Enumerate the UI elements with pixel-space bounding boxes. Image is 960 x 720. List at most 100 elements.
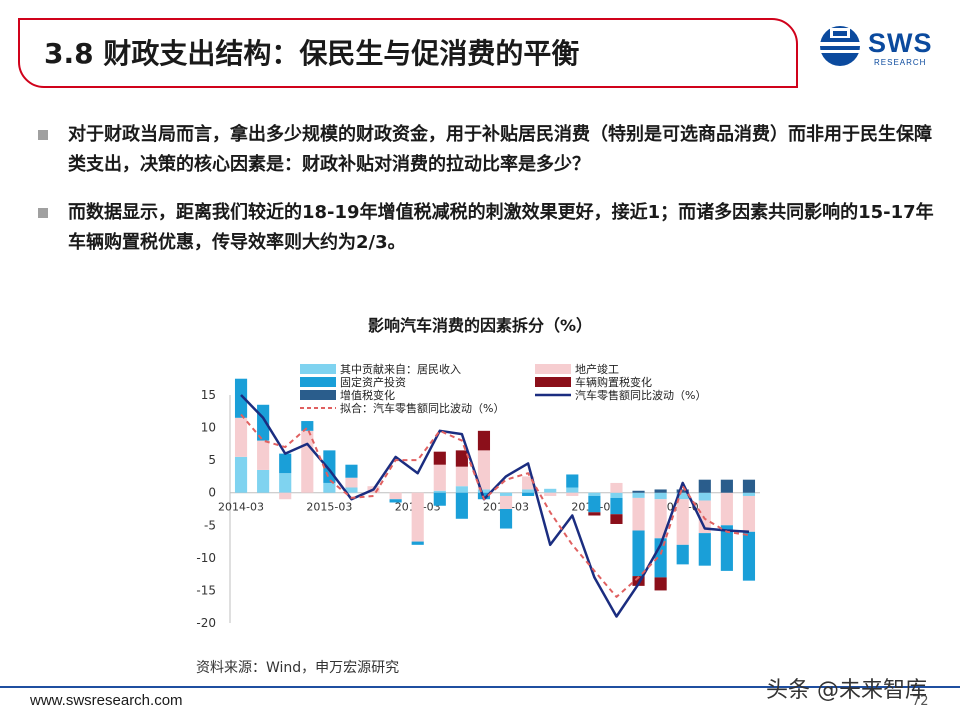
line-retail-sales [240,394,750,618]
footer-divider [0,686,960,688]
logo-subtext: RESEARCH [874,58,927,67]
bar-fixed_asset [455,492,468,519]
y-tick-label: -5 [204,518,216,532]
bar-property [654,499,667,539]
bar-income [279,473,292,493]
bar-property [544,492,557,496]
footer-url: www.swsresearch.com [30,692,183,709]
legend-label-property: 地产竣工 [575,362,619,376]
bar-property [676,499,689,545]
bar-income [610,492,623,498]
bar-property [389,492,402,500]
bar-fixed_asset [301,421,314,431]
chart-bars [234,378,756,591]
bar-income [433,490,446,493]
bar-vat [654,489,667,493]
legend-swatch-vehicle_tax [535,377,571,387]
bar-property [257,440,270,470]
bullet-square-icon [38,130,48,140]
bar-fixed_asset [345,464,358,478]
bar-fixed_asset [676,544,689,565]
bar-income [522,489,535,493]
bar-income [676,492,689,500]
bar-fixed_asset [433,492,446,506]
line-fitted [240,413,750,598]
legend-label-fit: 拟合：汽车零售额同比波动（%） [340,401,504,415]
bullet-1-text: 对于财政当局而言，拿出多少规模的财政资金，用于补贴居民消费（特别是可选商品消费）… [68,124,932,175]
x-tick-label: 2015-03 [306,501,352,514]
chart-title: 影响汽车消费的因素拆分（%） [367,316,593,335]
bar-fixed_asset [698,533,711,566]
bar-fixed_asset [720,525,733,571]
bar-property [345,477,358,488]
chart-lines [240,394,750,618]
y-tick-label: 10 [201,421,216,435]
bar-fixed_asset [499,509,513,529]
slide-title: 3.8 财政支出结构：保民生与促消费的平衡 [44,37,580,70]
legend-label-retail: 汽车零售额同比波动（%） [575,388,706,402]
y-tick-label: 5 [208,453,216,467]
bar-property [499,495,513,509]
bar-vehicle_tax [477,430,491,451]
bar-vehicle_tax [455,450,468,467]
bar-income [477,489,491,493]
legend-label-income: 其中贡献来自：居民收入 [340,362,461,376]
bar-vat [698,479,711,493]
y-tick-label: 0 [208,486,216,500]
bar-fixed_asset [279,453,292,474]
bar-income [234,456,248,493]
bar-property [433,464,446,491]
bar-income [544,488,557,493]
bar-vat [742,479,756,493]
legend-swatch-fixed_asset [300,377,336,387]
bar-vat [676,489,689,493]
bar-fixed_asset [566,474,579,488]
bar-vehicle_tax [610,514,623,524]
legend-label-fixed_asset: 固定资产投资 [340,375,406,389]
bar-vehicle_tax [632,576,645,586]
bar-income [566,487,579,493]
page-number: 72 [912,694,929,709]
bar-fixed_asset [742,531,756,581]
bullet-square-icon [38,208,48,218]
bar-income [345,487,358,493]
x-tick-label: 2014-03 [218,501,264,514]
bar-fixed_asset [522,492,535,496]
bar-vehicle_tax [588,512,601,516]
y-tick-label: -20 [196,616,216,630]
bar-fixed_asset [588,495,601,513]
bar-fixed_asset [610,497,623,515]
chart-axes: 151050-5-10-15-202014-032015-032016-0320… [196,388,760,630]
legend-swatch-income [300,364,336,374]
bar-vat [632,490,645,493]
logo-mark-icon [820,26,860,66]
bar-property [566,492,579,496]
bar-income [588,492,601,496]
bar-vehicle_tax [654,577,667,591]
bullet-2-text: 而数据显示，距离我们较近的18-19年增值税减税的刺激效果更好，接近1；而诸多因… [68,202,934,253]
sws-logo [820,26,860,66]
bar-income [499,492,513,496]
bar-vat [720,479,733,493]
bar-property [632,497,645,531]
bar-income [323,482,336,493]
bar-fixed_asset [411,541,424,545]
bar-property [477,450,491,490]
bar-property [742,495,756,532]
bar-income [654,492,667,500]
legend-label-vat: 增值税变化 [340,388,395,402]
y-tick-label: -15 [196,583,216,597]
legend-label-vehicle_tax: 车辆购置税变化 [575,375,652,389]
bar-property [234,417,248,457]
bar-property [610,482,623,493]
bar-property [720,492,733,526]
bar-income [698,492,711,501]
bar-fixed_asset [234,378,248,418]
y-tick-label: 15 [201,388,216,402]
bar-vehicle_tax [433,451,446,465]
bar-fixed_asset [632,530,645,577]
bar-income [455,486,468,493]
bar-income [257,469,270,493]
